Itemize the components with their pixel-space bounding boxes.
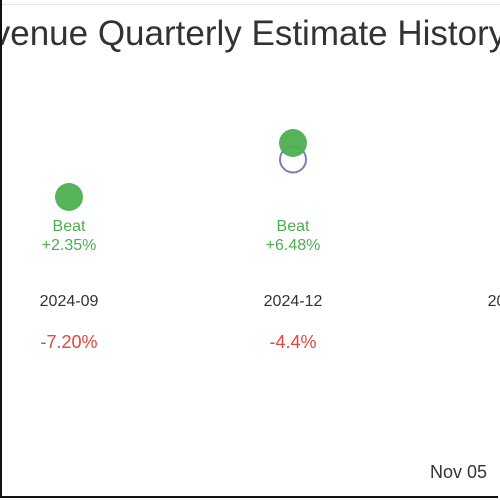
top-rule bbox=[0, 4, 500, 5]
surprise-label: Beat bbox=[277, 218, 310, 235]
actual-marker bbox=[55, 183, 83, 211]
surprise-label: Beat bbox=[53, 218, 86, 235]
yoy-change-label: -4.4% bbox=[269, 332, 316, 352]
footer-date: Nov 05 bbox=[430, 462, 488, 482]
chart-title: Revenue Quarterly Estimate History bbox=[0, 14, 500, 53]
x-tick-label: 2025-03 bbox=[488, 293, 500, 310]
surprise-pct: +6.48% bbox=[266, 237, 321, 254]
actual-marker bbox=[279, 129, 307, 157]
x-tick-label: 2024-12 bbox=[264, 293, 323, 310]
surprise-pct: +2.35% bbox=[42, 237, 97, 254]
yoy-change-label: -7.20% bbox=[40, 332, 97, 352]
x-tick-label: 2024-09 bbox=[40, 293, 99, 310]
